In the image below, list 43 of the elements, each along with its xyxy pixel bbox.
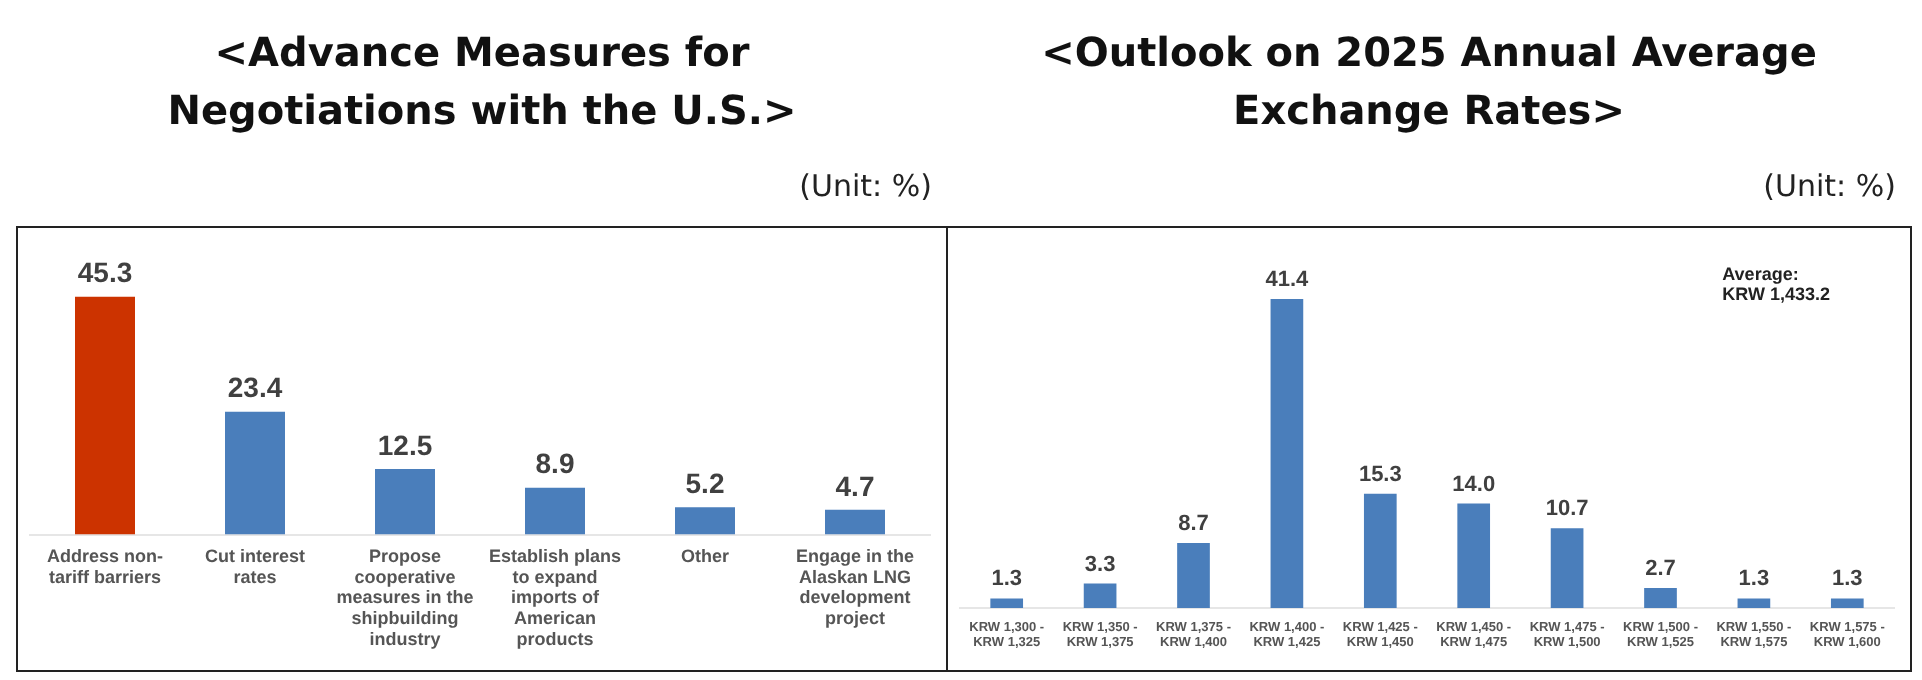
bar bbox=[375, 468, 435, 535]
text: (Unit: %) bbox=[1763, 168, 1896, 204]
data-label: 45.3 bbox=[77, 256, 133, 289]
x-tick-label: Other bbox=[680, 545, 730, 566]
bar bbox=[1457, 503, 1491, 609]
bar bbox=[990, 598, 1024, 609]
bar bbox=[1270, 298, 1304, 609]
bar bbox=[225, 411, 285, 535]
data-label: 1.3 bbox=[1832, 567, 1863, 592]
data-label: 12.5 bbox=[377, 428, 433, 461]
data-label: 1.3 bbox=[1738, 567, 1770, 592]
data-label: 2.7 bbox=[1645, 557, 1676, 581]
bar bbox=[75, 296, 135, 535]
data-label: 41.4 bbox=[1265, 267, 1311, 292]
bar bbox=[1083, 583, 1117, 609]
data-label: 5.2 bbox=[685, 466, 725, 499]
bar bbox=[525, 487, 585, 535]
x-tick-label: Address non- tariff barriers bbox=[46, 545, 164, 587]
data-label: 23.4 bbox=[227, 371, 283, 404]
x-tick-label: Engage in the Alaskan LNG development project bbox=[795, 545, 915, 628]
x-tick-label: Establish plans to expand imports of American products bbox=[488, 545, 622, 649]
data-label: 8.9 bbox=[535, 447, 575, 480]
bar bbox=[1550, 528, 1584, 609]
bar bbox=[1830, 598, 1864, 609]
chart-title: <Outlook on 2025 Annual Average Exchange Rates> bbox=[1039, 26, 1819, 138]
data-label: 8.7 bbox=[1178, 512, 1209, 537]
x-tick-label: Cut interest rates bbox=[204, 545, 306, 587]
bar bbox=[1363, 493, 1397, 609]
chart-title: <Advance Measures for Negotiations with the U.S.> bbox=[165, 26, 799, 138]
annotation: Average: KRW 1,433.2 bbox=[1722, 264, 1830, 304]
bar bbox=[675, 507, 735, 535]
x-tick-label: Propose cooperative measures in the shipbuilding industry bbox=[336, 545, 474, 649]
bar bbox=[1177, 543, 1210, 609]
data-label: 3.3 bbox=[1084, 552, 1116, 577]
bar bbox=[1737, 598, 1771, 609]
data-label: 4.7 bbox=[835, 469, 875, 502]
text: (Unit: %) bbox=[799, 168, 932, 204]
data-label: 1.3 bbox=[991, 567, 1022, 592]
data-label: 10.7 bbox=[1545, 497, 1589, 522]
bar bbox=[825, 509, 885, 535]
bar bbox=[1644, 587, 1677, 609]
data-label: 14.0 bbox=[1452, 472, 1496, 497]
data-label: 15.3 bbox=[1358, 462, 1402, 487]
